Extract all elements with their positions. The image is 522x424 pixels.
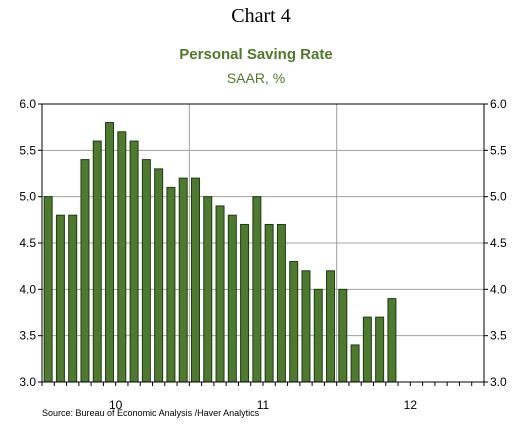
ytick-label-right-3: 4.5 <box>490 236 507 250</box>
bar-4 <box>92 140 102 383</box>
bar-22 <box>313 288 323 383</box>
bar-26 <box>362 316 372 383</box>
ytick-label-left-1: 3.5 <box>19 329 36 343</box>
ytick-label-left-6: 6.0 <box>19 97 36 111</box>
ytick-label-left-4: 5.0 <box>19 190 36 204</box>
bar-8 <box>141 159 151 383</box>
xtick-label-0: 10 <box>109 398 123 412</box>
bar-17 <box>252 196 262 383</box>
ytick-label-right-2: 4.0 <box>490 282 507 296</box>
bar-16 <box>240 223 250 383</box>
bar-11 <box>178 177 188 383</box>
bar-1 <box>55 214 65 383</box>
bar-14 <box>215 205 225 383</box>
ytick-label-right-0: 3.0 <box>490 375 507 389</box>
ytick-label-right-1: 3.5 <box>490 329 507 343</box>
ytick-label-left-3: 4.5 <box>19 236 36 250</box>
bar-19 <box>276 223 286 383</box>
bar-21 <box>301 270 311 383</box>
source-note: Source: Bureau of Economic Analysis /Hav… <box>42 408 260 418</box>
bar-15 <box>227 214 237 383</box>
bar-9 <box>154 168 164 383</box>
chart-number: Chart 4 <box>231 5 290 27</box>
bar-2 <box>68 214 78 383</box>
bar-7 <box>129 140 139 383</box>
bar-6 <box>117 131 127 383</box>
ytick-label-right-6: 6.0 <box>490 97 507 111</box>
bar-5 <box>105 122 115 383</box>
ytick-label-left-5: 5.5 <box>19 143 36 157</box>
bar-20 <box>289 261 299 383</box>
bar-18 <box>264 223 274 383</box>
bars <box>43 122 397 383</box>
bar-0 <box>43 196 53 383</box>
bar-28 <box>387 298 397 383</box>
ytick-label-right-5: 5.5 <box>490 143 507 157</box>
bar-12 <box>190 177 200 383</box>
xtick-label-2: 12 <box>404 398 418 412</box>
bar-25 <box>350 344 360 383</box>
bar-3 <box>80 159 90 383</box>
chart-subtitle: SAAR, % <box>227 70 285 86</box>
bar-27 <box>375 316 385 383</box>
xtick-label-1: 11 <box>257 398 270 412</box>
bar-24 <box>338 288 348 383</box>
axes: 3.0 3.0 3.5 3.5 4.0 4.0 4.5 4.5 5.0 5.0 5.5 5.5 6.0 6… <box>19 97 507 412</box>
ytick-label-left-2: 4.0 <box>19 282 36 296</box>
ytick-label-left-0: 3.0 <box>19 375 36 389</box>
bar-13 <box>203 196 213 383</box>
bar-23 <box>326 270 336 383</box>
ytick-label-right-4: 5.0 <box>490 190 507 204</box>
bar-10 <box>166 186 176 383</box>
chart-title: Personal Saving Rate <box>179 46 332 63</box>
